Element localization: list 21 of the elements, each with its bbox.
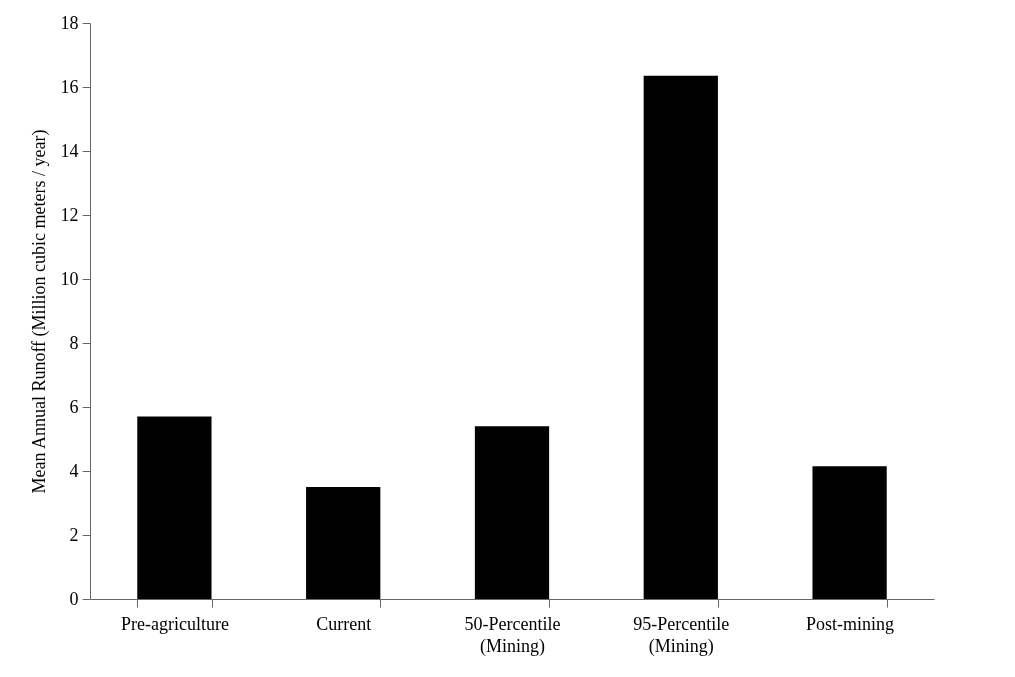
y-axis-title: Mean Annual Runoff (Million cubic meters / year): [28, 129, 50, 494]
y-tick-label: 2: [69, 524, 79, 545]
x-tick-label: Current: [316, 613, 372, 634]
x-tick-label: 95-Percentile (Mining): [633, 613, 730, 657]
y-tick-label: 12: [60, 204, 79, 225]
bar: [812, 466, 887, 599]
y-tick-label: 16: [60, 76, 79, 97]
y-tick-label: 4: [69, 460, 79, 481]
bar: [137, 416, 212, 599]
y-tick-label: 10: [60, 268, 79, 289]
x-tick-label: Pre-agriculture: [120, 613, 229, 634]
bar: [643, 75, 718, 599]
y-tick-label: 0: [69, 588, 79, 609]
x-tick-label: 50-Percentile (Mining): [464, 613, 561, 657]
bar: [306, 487, 381, 599]
y-tick-label: 8: [69, 332, 79, 353]
y-tick-label: 14: [60, 140, 79, 161]
x-tick-label: Post-mining: [806, 613, 895, 634]
y-tick-label: 6: [69, 396, 79, 417]
bar: [474, 426, 550, 599]
y-tick-label: 18: [60, 12, 79, 33]
